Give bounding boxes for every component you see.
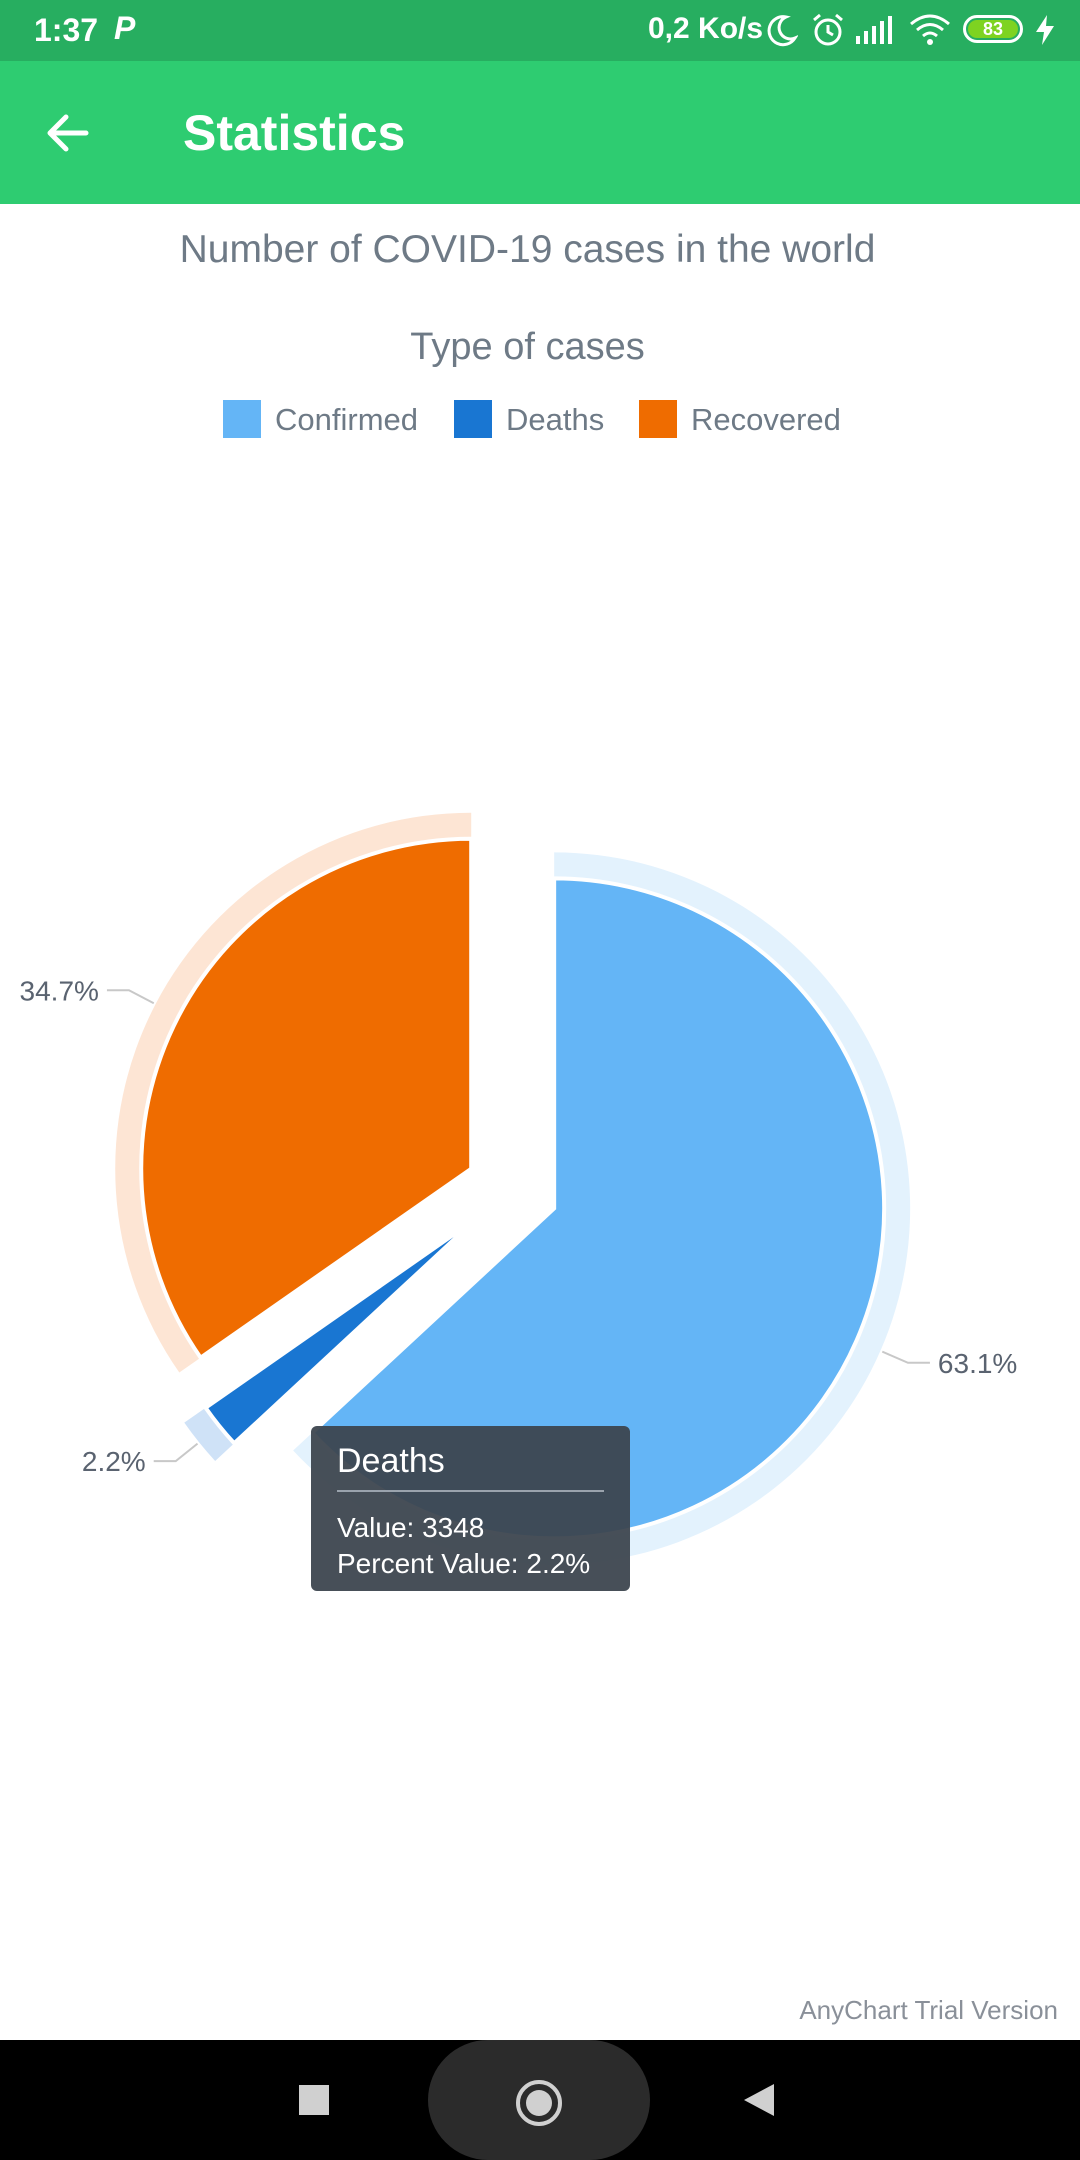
parking-app-icon: P xyxy=(114,10,136,46)
status-bar: 1:37 P 0,2 Ko/s 83 xyxy=(0,0,1080,61)
pie-slice-recovered[interactable] xyxy=(139,836,474,1361)
chart-legend: Confirmed Deaths Recovered xyxy=(0,400,1080,440)
network-speed: 0,2 Ko/s xyxy=(648,12,764,45)
circle-icon[interactable] xyxy=(514,2078,564,2128)
wifi-icon xyxy=(910,14,950,45)
tooltip-percent: Percent Value: 2.2% xyxy=(337,1548,591,1579)
legend-title: Type of cases xyxy=(410,326,645,368)
battery-icon: 83 xyxy=(963,15,1023,43)
tooltip-title: Deaths xyxy=(337,1442,445,1480)
pie-connector-deaths xyxy=(153,1442,199,1463)
square-icon[interactable] xyxy=(298,2084,330,2116)
alarm-icon xyxy=(813,13,843,46)
battery-level: 83 xyxy=(968,20,1018,38)
chart-watermark: AnyChart Trial Version xyxy=(799,1995,1058,2025)
system-nav-bar xyxy=(0,2040,1080,2160)
charging-bolt-icon xyxy=(1036,15,1054,45)
chart-title: Number of COVID-19 cases in the world xyxy=(179,228,876,271)
pie-slice-deaths[interactable] xyxy=(202,1217,478,1447)
pie-label-deaths: 2.2% xyxy=(82,1446,146,1477)
legend-label-recovered: Recovered xyxy=(691,402,841,437)
moon-icon xyxy=(767,15,798,47)
legend-label-deaths: Deaths xyxy=(506,402,605,437)
legend-swatch-recovered xyxy=(639,400,677,438)
triangle-back-icon[interactable] xyxy=(742,2082,776,2118)
tooltip-separator xyxy=(337,1490,604,1492)
status-time: 1:37 xyxy=(34,12,99,48)
back-arrow-icon[interactable] xyxy=(40,105,96,161)
pie-label-recovered: 34.7% xyxy=(20,975,99,1006)
page-title: Statistics xyxy=(183,105,406,161)
legend-swatch-deaths xyxy=(454,400,492,438)
pie-connector-confirmed xyxy=(881,1350,930,1364)
legend-label-confirmed: Confirmed xyxy=(275,402,418,437)
pie-connector-recovered xyxy=(106,989,155,1005)
app-bar: Statistics xyxy=(0,61,1080,204)
chart-tooltip: Deaths Value: 3348 Percent Value: 2.2% xyxy=(311,1426,630,1591)
signal-icon xyxy=(856,16,892,44)
legend-swatch-confirmed xyxy=(223,400,261,438)
pie-chart: 63.1% 2.2% 34.7% xyxy=(20,812,1017,1565)
pie-label-confirmed: 63.1% xyxy=(938,1348,1017,1379)
tooltip-value: Value: 3348 xyxy=(337,1512,485,1543)
